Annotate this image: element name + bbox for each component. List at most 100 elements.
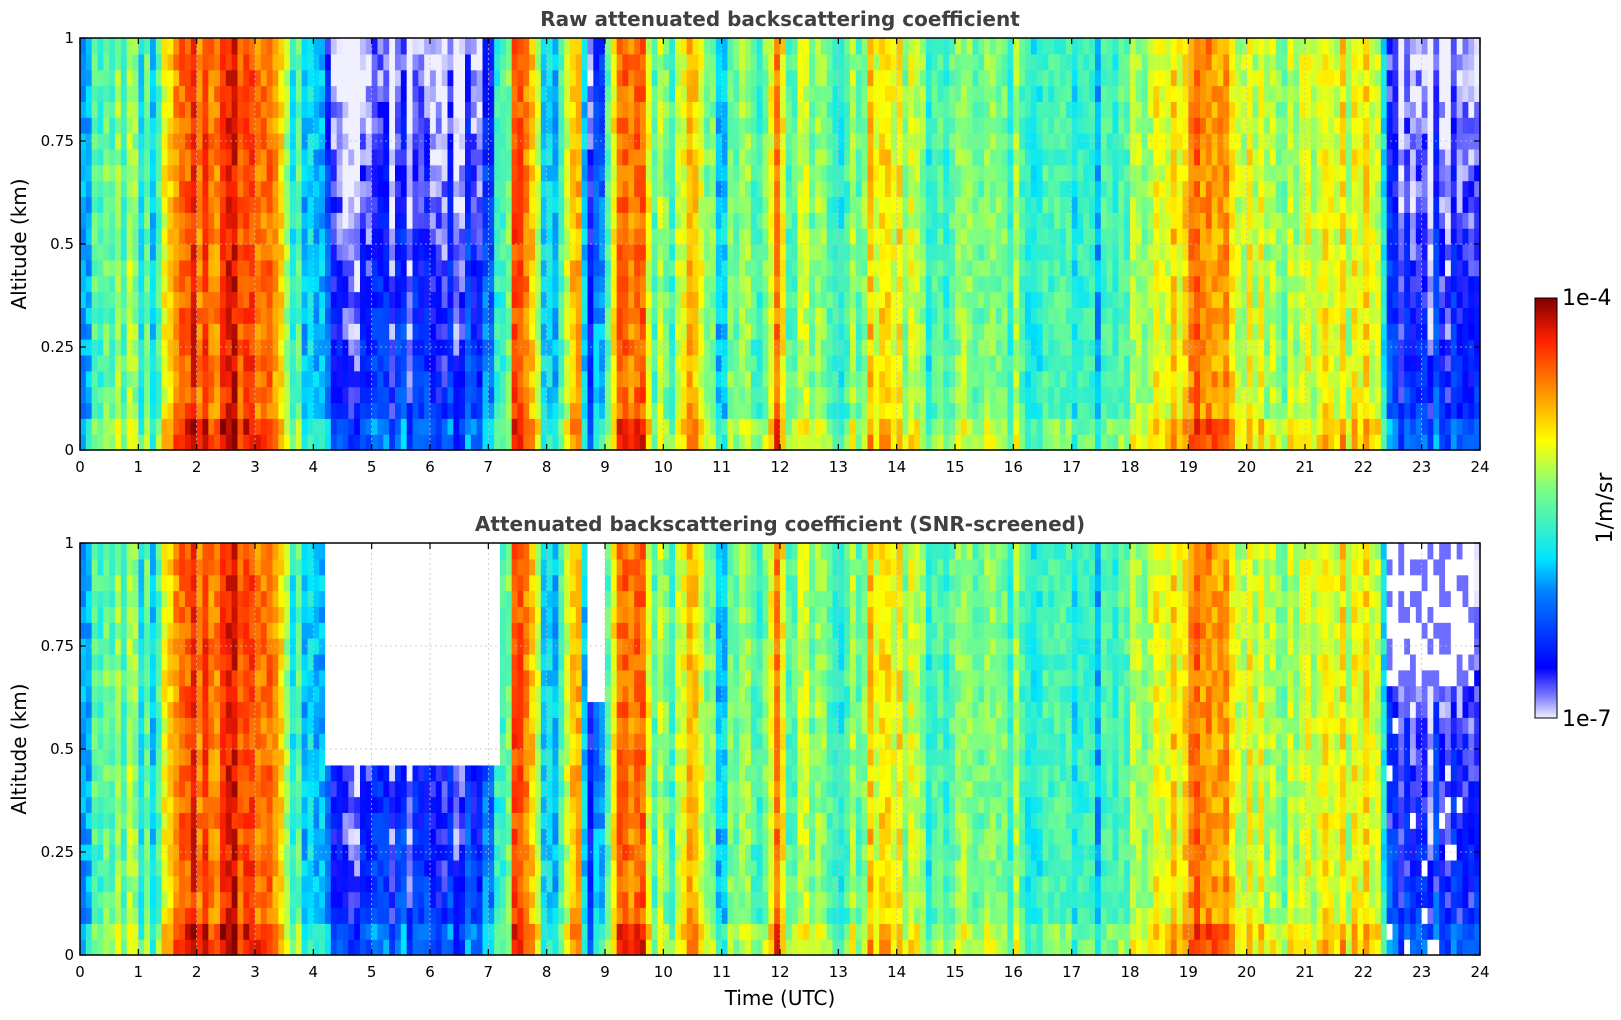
heatmap-cell xyxy=(301,386,309,404)
heatmap-cell xyxy=(680,275,688,293)
heatmap-cell xyxy=(173,418,180,435)
heatmap-cell xyxy=(628,101,635,118)
heatmap-cell xyxy=(412,418,419,435)
heatmap-cell xyxy=(500,402,507,419)
heatmap-cell xyxy=(97,53,104,71)
heatmap-cell xyxy=(1118,434,1125,451)
heatmap-cell xyxy=(243,307,250,324)
heatmap-cell xyxy=(161,291,169,308)
heatmap-cell xyxy=(214,164,221,182)
heatmap-cell xyxy=(622,117,629,134)
heatmap-cell xyxy=(791,259,799,277)
heatmap-cell xyxy=(529,307,536,324)
heatmap-cell xyxy=(1048,196,1055,213)
heatmap-cell xyxy=(424,85,431,102)
heatmap-cell xyxy=(1077,291,1084,308)
heatmap-cell xyxy=(628,69,635,87)
heatmap-cell xyxy=(465,69,472,87)
heatmap-cell xyxy=(1007,148,1014,166)
heatmap-cell xyxy=(237,244,244,261)
heatmap-cell xyxy=(208,259,215,277)
heatmap-cell xyxy=(1095,244,1102,261)
heatmap-cell xyxy=(1194,434,1201,451)
heatmap-cell xyxy=(762,402,769,419)
heatmap-cell xyxy=(260,180,268,198)
heatmap-cell xyxy=(470,212,478,229)
heatmap-cell xyxy=(966,244,974,261)
heatmap-cell xyxy=(1030,228,1038,245)
heatmap-cell xyxy=(237,275,244,293)
heatmap-cell xyxy=(266,85,274,102)
heatmap-cell xyxy=(1135,148,1143,166)
heatmap-cell xyxy=(365,38,373,55)
heatmap-cell xyxy=(1200,386,1207,404)
heatmap-cell xyxy=(1042,164,1049,182)
heatmap-cell xyxy=(669,259,676,277)
heatmap-cell xyxy=(185,307,192,324)
heatmap-cell xyxy=(855,212,863,229)
heatmap-cell xyxy=(132,291,139,308)
heatmap-cell xyxy=(389,244,396,261)
heatmap-cell xyxy=(295,117,303,134)
heatmap-cell xyxy=(179,38,186,55)
heatmap-cell xyxy=(465,180,472,198)
heatmap-cell xyxy=(330,339,338,356)
heatmap-cell xyxy=(220,85,227,102)
heatmap-cell xyxy=(750,418,758,435)
heatmap-cell xyxy=(861,291,869,308)
heatmap-cell xyxy=(925,291,933,308)
heatmap-cell xyxy=(447,386,454,404)
heatmap-cell xyxy=(640,418,647,435)
heatmap-cell xyxy=(704,133,711,150)
heatmap-cell xyxy=(885,164,892,182)
heatmap-cell xyxy=(225,386,233,404)
heatmap-cell xyxy=(978,69,985,87)
heatmap-cell xyxy=(885,69,892,87)
heatmap-cell xyxy=(371,148,379,166)
heatmap-cell xyxy=(721,117,729,134)
heatmap-cell xyxy=(867,228,874,245)
heatmap-cell xyxy=(920,85,927,102)
heatmap-cell xyxy=(774,53,781,71)
heatmap-cell xyxy=(698,291,705,308)
heatmap-cell xyxy=(482,196,489,213)
heatmap-cell xyxy=(797,402,804,419)
heatmap-cell xyxy=(1135,228,1143,245)
heatmap-cell xyxy=(225,291,233,308)
heatmap-cell xyxy=(529,85,536,102)
heatmap-cell xyxy=(593,38,600,55)
heatmap-cell xyxy=(540,291,548,308)
heatmap-cell xyxy=(278,228,285,245)
heatmap-cell xyxy=(365,354,373,372)
heatmap-cell xyxy=(540,101,548,118)
heatmap-cell xyxy=(342,228,349,245)
heatmap-cell xyxy=(908,196,915,213)
heatmap-cell xyxy=(202,38,209,55)
heatmap-cell xyxy=(791,323,799,340)
heatmap-cell xyxy=(593,259,600,277)
heatmap-cell xyxy=(260,164,268,182)
heatmap-cell xyxy=(295,148,303,166)
heatmap-cell xyxy=(208,386,215,404)
heatmap-cell xyxy=(680,402,688,419)
heatmap-cell xyxy=(715,212,723,229)
heatmap-cell xyxy=(575,402,583,419)
heatmap-cell xyxy=(721,196,729,213)
heatmap-cell xyxy=(1083,38,1090,55)
heatmap-cell xyxy=(745,133,752,150)
heatmap-cell xyxy=(739,323,746,340)
heatmap-cell xyxy=(669,275,676,293)
heatmap-cell xyxy=(155,370,163,388)
heatmap-cell xyxy=(686,164,694,182)
heatmap-cell xyxy=(593,323,600,340)
heatmap-cell xyxy=(593,164,600,182)
heatmap-cell xyxy=(1135,275,1143,293)
heatmap-cell xyxy=(406,212,414,229)
heatmap-cell xyxy=(855,133,863,150)
heatmap-cell xyxy=(879,101,886,118)
heatmap-cell xyxy=(301,244,309,261)
heatmap-cell xyxy=(155,180,163,198)
heatmap-cell xyxy=(1130,148,1137,166)
heatmap-cell xyxy=(581,259,589,277)
heatmap-cell xyxy=(1071,291,1079,308)
